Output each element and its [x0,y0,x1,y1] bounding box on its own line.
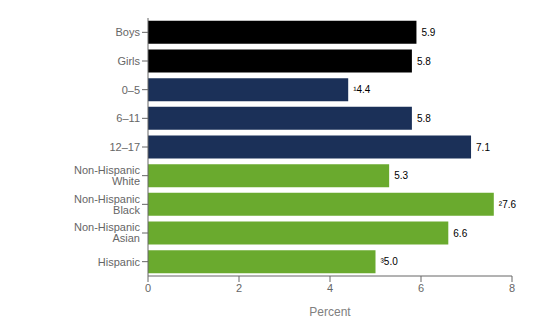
svg-text:0–5: 0–5 [122,84,140,96]
svg-text:4: 4 [327,282,333,294]
svg-text:2: 2 [236,282,242,294]
svg-text:Non-HispanicBlack: Non-HispanicBlack [74,193,141,216]
svg-text:8: 8 [509,282,515,294]
svg-text:Percent: Percent [309,305,351,319]
svg-text:6.6: 6.6 [453,228,467,239]
svg-text:¹4.4: ¹4.4 [353,84,371,95]
svg-text:5.8: 5.8 [417,113,431,124]
svg-text:6–11: 6–11 [116,112,140,124]
svg-text:5.3: 5.3 [394,170,408,181]
svg-text:5.8: 5.8 [417,56,431,67]
svg-text:12–17: 12–17 [109,141,140,153]
svg-text:7.1: 7.1 [476,142,490,153]
svg-text:Boys: Boys [116,26,141,38]
svg-text:0: 0 [145,282,151,294]
svg-text:³5.0: ³5.0 [381,256,399,267]
svg-text:Non-HispanicAsian: Non-HispanicAsian [74,221,141,244]
svg-text:6: 6 [418,282,424,294]
svg-text:²7.6: ²7.6 [499,199,517,210]
svg-text:Non-HispanicWhite: Non-HispanicWhite [74,164,141,187]
svg-text:5.9: 5.9 [421,27,435,38]
svg-text:Girls: Girls [117,55,140,67]
svg-text:Hispanic: Hispanic [98,256,141,268]
